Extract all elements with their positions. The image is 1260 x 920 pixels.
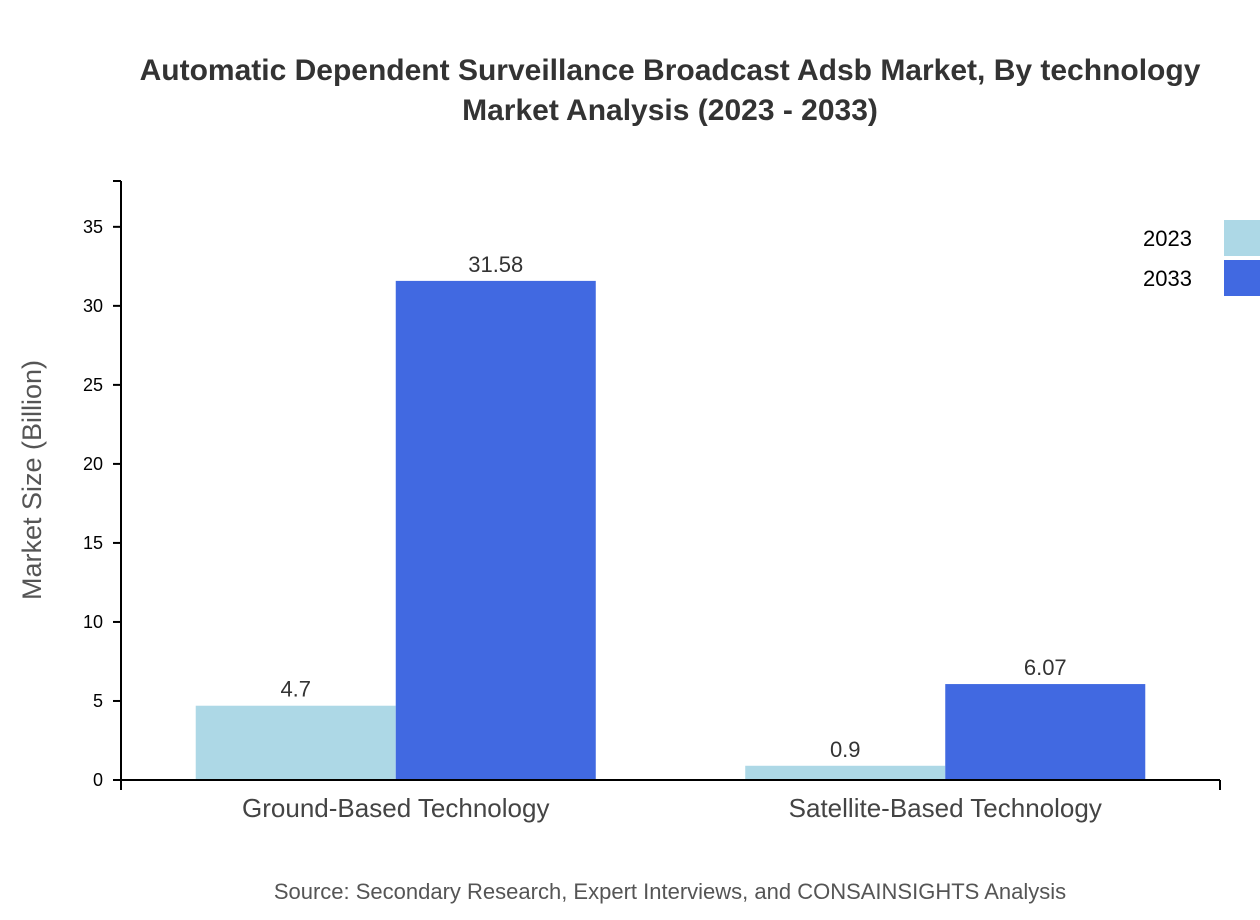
y-tick-label: 10 bbox=[83, 612, 103, 632]
data-label: 0.9 bbox=[830, 737, 861, 762]
bar-2033-0 bbox=[395, 280, 596, 780]
y-tick-label: 20 bbox=[83, 454, 103, 474]
bar-2023-0 bbox=[195, 705, 396, 780]
y-tick-label: 30 bbox=[83, 296, 103, 316]
y-tick-label: 35 bbox=[83, 217, 103, 237]
chart-title-line-1: Automatic Dependent Surveillance Broadca… bbox=[140, 54, 1201, 87]
bar-2033-1 bbox=[945, 684, 1146, 780]
y-tick-label: 5 bbox=[93, 691, 103, 711]
y-axis-label: Market Size (Billion) bbox=[17, 360, 47, 600]
x-tick-label: Satellite-Based Technology bbox=[789, 793, 1102, 823]
data-label: 31.58 bbox=[468, 252, 523, 277]
legend-label: 2033 bbox=[1143, 266, 1192, 291]
source-note: Source: Secondary Research, Expert Inter… bbox=[274, 879, 1066, 904]
bar-2023-1 bbox=[745, 765, 946, 780]
legend-swatch bbox=[1224, 260, 1260, 296]
chart-title-line-2: Market Analysis (2023 - 2033) bbox=[462, 94, 878, 127]
data-label: 6.07 bbox=[1024, 655, 1067, 680]
y-tick-label: 15 bbox=[83, 533, 103, 553]
legend-swatch bbox=[1224, 220, 1260, 256]
data-label: 4.7 bbox=[280, 677, 311, 702]
y-tick-label: 25 bbox=[83, 375, 103, 395]
x-tick-label: Ground-Based Technology bbox=[242, 793, 549, 823]
y-tick-label: 0 bbox=[93, 770, 103, 790]
legend-label: 2023 bbox=[1143, 226, 1192, 251]
